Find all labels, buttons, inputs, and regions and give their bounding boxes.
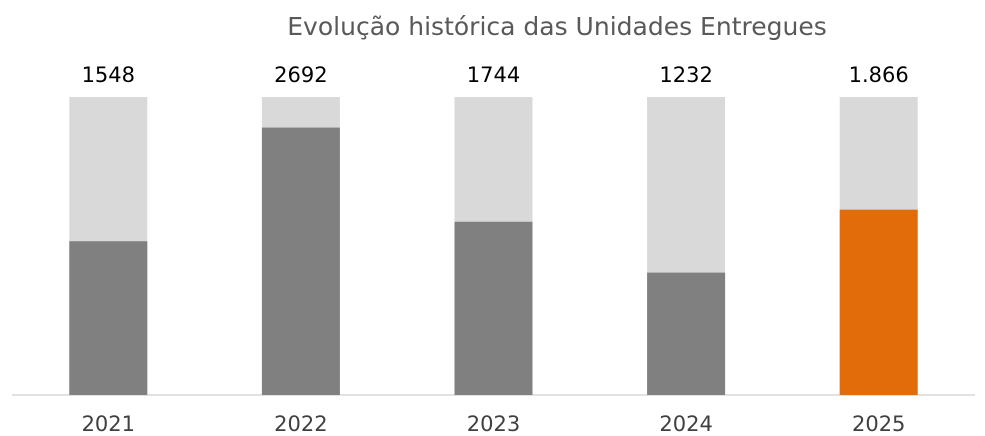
bar [454, 221, 533, 395]
bar [69, 241, 148, 395]
data-label: 1744 [467, 63, 520, 87]
data-label: 1232 [659, 63, 712, 87]
x-tick-label: 2024 [659, 412, 712, 436]
data-label: 1548 [82, 63, 135, 87]
x-tick-label: 2021 [82, 412, 135, 436]
data-label: 2692 [274, 63, 327, 87]
chart-title: Evolução histórica das Unidades Entregue… [287, 12, 826, 41]
x-tick-label: 2025 [852, 412, 905, 436]
data-label: 1.866 [849, 63, 909, 87]
x-tick-label: 2022 [274, 412, 327, 436]
bar [839, 209, 918, 395]
bar [261, 127, 340, 395]
x-tick-label: 2023 [467, 412, 520, 436]
bar [647, 272, 726, 395]
